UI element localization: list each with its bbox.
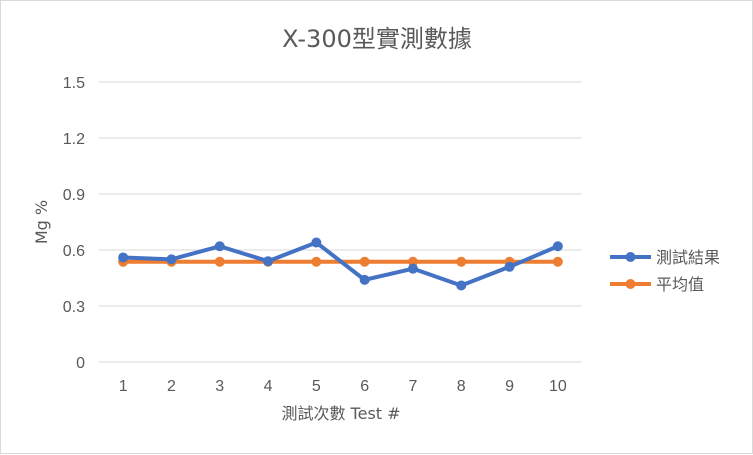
data-point [311,256,322,267]
data-point [263,256,274,267]
data-point [166,254,177,265]
data-point [552,241,563,252]
data-point [552,256,563,267]
legend-label: 平均值 [656,275,704,294]
series-layer [118,237,563,291]
y-tick-label: 0.3 [63,299,85,316]
data-point [214,241,225,252]
legend-swatch-marker [625,279,636,289]
x-tick-label: 3 [215,378,224,395]
series-line [121,240,560,288]
x-tick-label: 6 [360,378,369,395]
x-tick-label: 5 [312,378,321,395]
legend-label: 測試結果 [656,248,720,267]
x-tick-label: 2 [167,378,176,395]
x-axis-title: 測試次數 Test # [281,404,400,423]
legend-item: 平均值 [610,275,704,294]
gridlines [99,81,582,363]
y-tick-label: 0.6 [63,243,85,260]
data-point [456,280,467,291]
y-tick-label: 1.5 [63,75,85,92]
series-1 [118,237,563,291]
x-tick-label: 10 [549,378,567,395]
data-point [359,274,370,285]
y-tick-label: 1.2 [63,131,85,148]
y-tick-label: 0 [76,355,85,372]
data-point [504,261,515,272]
data-point [311,237,322,248]
y-axis-title: Mg % [32,200,51,244]
legend-item: 測試結果 [610,248,720,267]
x-axis-ticks: 1 2 3 4 5 6 7 8 9 10 [119,378,567,395]
x-tick-label: 7 [408,378,417,395]
y-axis-ticks: 0 0.3 0.6 0.9 1.2 1.5 [63,75,85,372]
x-tick-label: 8 [457,378,466,395]
y-tick-label: 0.9 [63,187,85,204]
data-point [456,256,467,267]
data-point [359,256,370,267]
data-point [118,252,129,263]
x-tick-label: 9 [505,378,514,395]
x-tick-label: 1 [119,378,128,395]
chart-title: X-300型實測數據 [282,25,472,53]
data-point [407,256,418,267]
x-tick-label: 4 [264,378,273,395]
legend-swatch-marker [625,252,636,262]
data-point [407,263,418,274]
data-point [214,256,225,267]
